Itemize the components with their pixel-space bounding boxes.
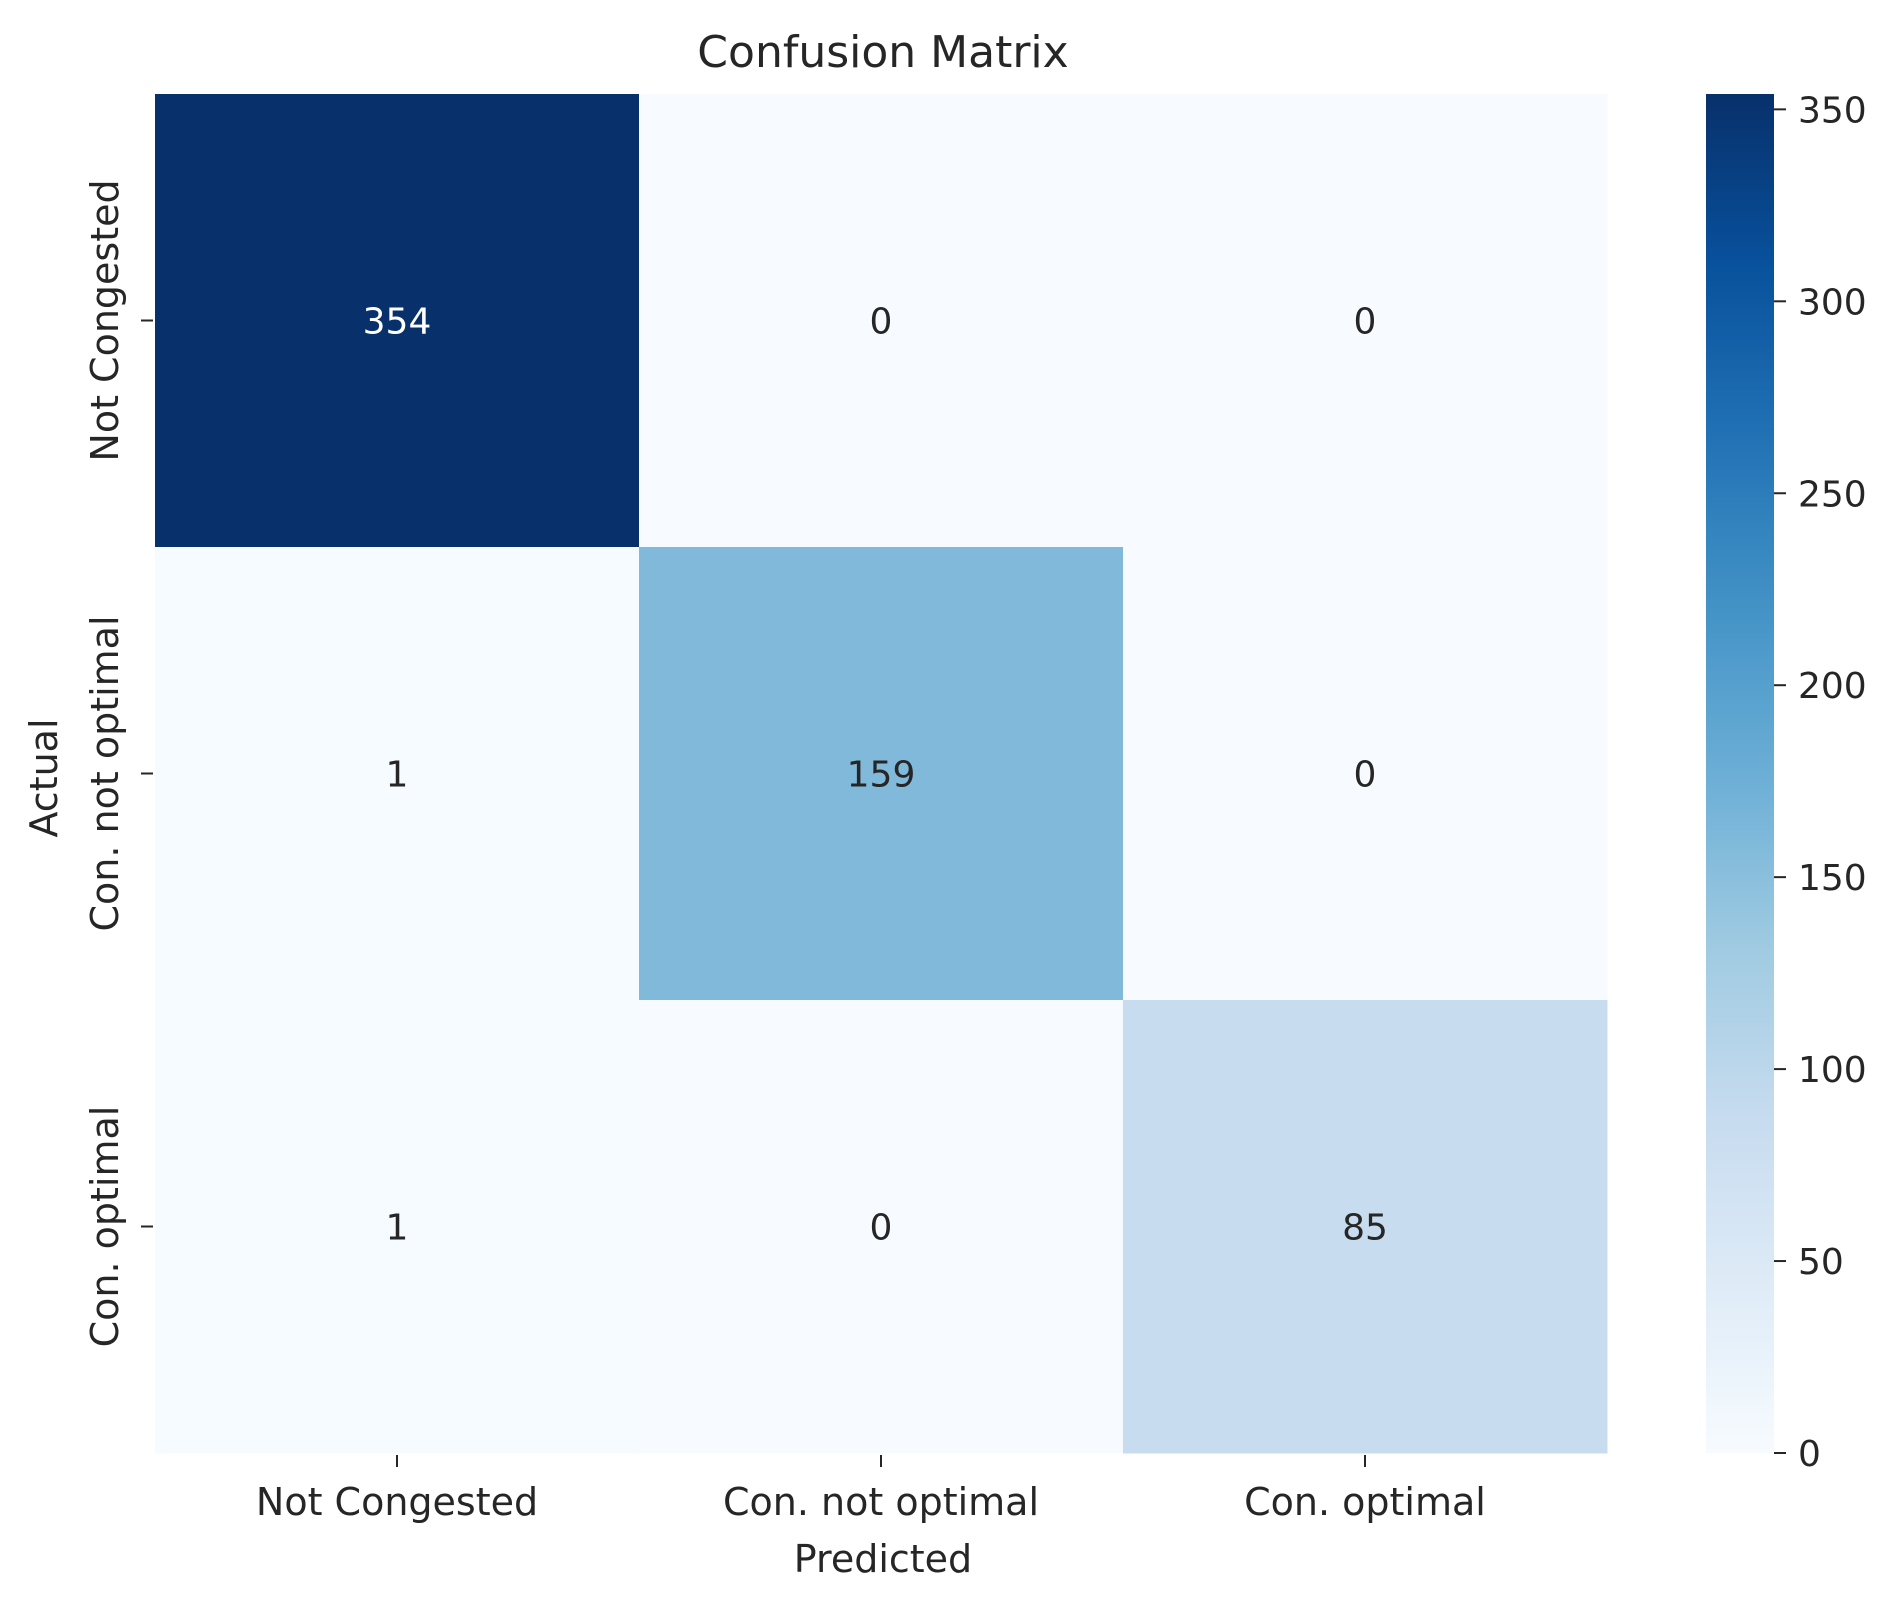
colorbar-tick-label: 100 <box>1798 1050 1867 1091</box>
cell-value-r1-c0: 1 <box>386 755 409 796</box>
x-tick-label: Not Congested <box>256 1480 538 1524</box>
y-tick-label: Not Congested <box>83 179 127 461</box>
cell-value-r1-c1: 159 <box>847 755 916 796</box>
heatmap-cell-r2-c2 <box>1123 1000 1608 1454</box>
colorbar-tick-label: 250 <box>1798 474 1867 515</box>
cell-value-r2-c1: 0 <box>870 1208 893 1249</box>
heatmap-cell-r0-c0 <box>155 94 640 548</box>
colorbar-tick-label: 150 <box>1798 858 1867 899</box>
cell-value-r1-c2: 0 <box>1354 755 1377 796</box>
heatmap-cell-r0-c1 <box>639 94 1124 548</box>
chart-title: Confusion Matrix <box>697 27 1068 78</box>
heatmap-cell-r1-c2 <box>1123 547 1608 1001</box>
colorbar-tick-label: 0 <box>1798 1434 1821 1475</box>
heatmap-cells <box>155 94 1608 1454</box>
y-tick-label: Con. not optimal <box>83 615 127 931</box>
x-axis-label: Predicted <box>794 1537 972 1581</box>
cell-value-r0-c1: 0 <box>870 302 893 343</box>
cell-value-r0-c2: 0 <box>1354 302 1377 343</box>
colorbar-ticks: 0 50 100 150 200 250 300 350 <box>1774 90 1867 1475</box>
x-tick-label: Con. optimal <box>1244 1480 1486 1524</box>
heatmap-cell-r2-c0 <box>155 1000 640 1454</box>
y-axis-label: Actual <box>22 718 66 837</box>
colorbar-tick-label: 350 <box>1798 90 1867 131</box>
x-tick-label: Con. not optimal <box>723 1480 1039 1524</box>
y-tick-label: Con. optimal <box>83 1106 127 1348</box>
colorbar <box>1706 94 1774 1453</box>
colorbar-tick-label: 200 <box>1798 666 1867 707</box>
y-axis-ticks: Not Congested Con. not optimal Con. optima… <box>83 179 153 1347</box>
heatmap-cell-r1-c0 <box>155 547 640 1001</box>
cell-value-r0-c0: 354 <box>363 302 432 343</box>
heatmap-cell-r1-c1 <box>639 547 1124 1001</box>
colorbar-tick-label: 50 <box>1798 1242 1844 1283</box>
cell-value-r2-c0: 1 <box>386 1208 409 1249</box>
colorbar-tick-label: 300 <box>1798 282 1867 323</box>
cell-value-r2-c2: 85 <box>1342 1208 1388 1249</box>
heatmap-cell-r2-c1 <box>639 1000 1124 1454</box>
heatmap-cell-r0-c2 <box>1123 94 1608 548</box>
heatmap-cell-labels: 354 0 0 1 159 0 1 0 85 <box>363 302 1388 1249</box>
x-axis-ticks: Not Congested Con. not optimal Con. optima… <box>256 1455 1486 1524</box>
